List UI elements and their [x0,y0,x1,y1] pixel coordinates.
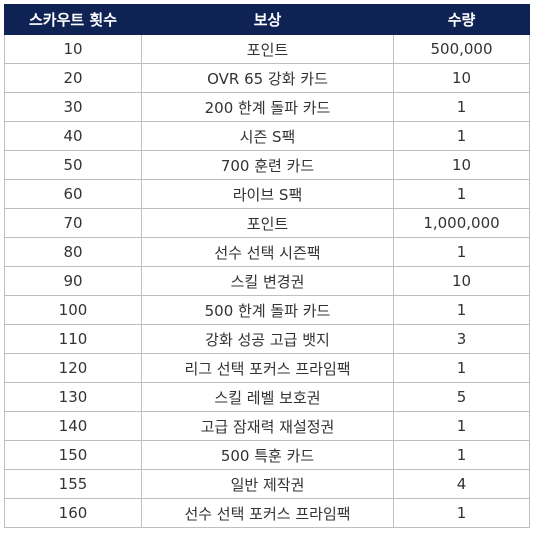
cell-reward: 포인트 [141,34,394,64]
cell-reward: 500 특훈 카드 [141,440,394,470]
table-row: 120 리그 선택 포커스 프라임팩 1 [4,353,530,383]
cell-scout-count: 80 [4,237,142,267]
table-header-row: 스카우트 횟수 보상 수량 [4,4,530,35]
cell-quantity: 1 [393,237,530,267]
reward-table-container: 스카우트 횟수 보상 수량 10 포인트 500,000 20 OVR 65 강화 카드… [4,4,530,528]
cell-reward: OVR 65 강화 카드 [141,63,394,93]
cell-scout-count: 160 [4,498,142,528]
cell-reward: 고급 잠재력 재설정권 [141,411,394,441]
cell-reward: 리그 선택 포커스 프라임팩 [141,353,394,383]
table-row: 20 OVR 65 강화 카드 10 [4,63,530,93]
cell-quantity: 1 [393,295,530,325]
table-row: 155 일반 제작권 4 [4,469,530,499]
cell-quantity: 1 [393,498,530,528]
table-row: 100 500 한계 돌파 카드 1 [4,295,530,325]
cell-scout-count: 90 [4,266,142,296]
scout-reward-table: 스카우트 횟수 보상 수량 10 포인트 500,000 20 OVR 65 강화 카드… [4,4,530,528]
cell-scout-count: 20 [4,63,142,93]
cell-scout-count: 130 [4,382,142,412]
cell-quantity: 1 [393,92,530,122]
table-row: 110 강화 성공 고급 뱃지 3 [4,324,530,354]
cell-reward: 강화 성공 고급 뱃지 [141,324,394,354]
cell-scout-count: 150 [4,440,142,470]
table-row: 90 스킬 변경권 10 [4,266,530,296]
table-row: 130 스킬 레벨 보호권 5 [4,382,530,412]
cell-quantity: 1 [393,179,530,209]
table-row: 150 500 특훈 카드 1 [4,440,530,470]
cell-quantity: 1 [393,353,530,383]
cell-quantity: 1 [393,440,530,470]
cell-reward: 스킬 레벨 보호권 [141,382,394,412]
cell-reward: 스킬 변경권 [141,266,394,296]
cell-quantity: 1 [393,121,530,151]
table-row: 50 700 훈련 카드 10 [4,150,530,180]
table-row: 40 시즌 S팩 1 [4,121,530,151]
cell-reward: 시즌 S팩 [141,121,394,151]
cell-reward: 700 훈련 카드 [141,150,394,180]
cell-scout-count: 110 [4,324,142,354]
header-quantity: 수량 [393,4,530,35]
cell-scout-count: 120 [4,353,142,383]
cell-reward: 200 한계 돌파 카드 [141,92,394,122]
cell-scout-count: 70 [4,208,142,238]
cell-reward: 포인트 [141,208,394,238]
cell-quantity: 10 [393,63,530,93]
table-row: 70 포인트 1,000,000 [4,208,530,238]
cell-scout-count: 30 [4,92,142,122]
table-row: 80 선수 선택 시즌팩 1 [4,237,530,267]
header-reward: 보상 [141,4,394,35]
cell-scout-count: 60 [4,179,142,209]
cell-quantity: 1,000,000 [393,208,530,238]
cell-scout-count: 50 [4,150,142,180]
table-row: 10 포인트 500,000 [4,34,530,64]
header-scout-count: 스카우트 횟수 [4,4,142,35]
cell-scout-count: 140 [4,411,142,441]
cell-scout-count: 155 [4,469,142,499]
cell-quantity: 500,000 [393,34,530,64]
cell-reward: 선수 선택 포커스 프라임팩 [141,498,394,528]
cell-quantity: 10 [393,150,530,180]
cell-quantity: 10 [393,266,530,296]
cell-scout-count: 100 [4,295,142,325]
cell-reward: 라이브 S팩 [141,179,394,209]
cell-quantity: 3 [393,324,530,354]
cell-quantity: 4 [393,469,530,499]
cell-reward: 선수 선택 시즌팩 [141,237,394,267]
cell-reward: 일반 제작권 [141,469,394,499]
table-row: 160 선수 선택 포커스 프라임팩 1 [4,498,530,528]
cell-quantity: 5 [393,382,530,412]
cell-scout-count: 40 [4,121,142,151]
cell-quantity: 1 [393,411,530,441]
table-row: 140 고급 잠재력 재설정권 1 [4,411,530,441]
cell-reward: 500 한계 돌파 카드 [141,295,394,325]
table-row: 30 200 한계 돌파 카드 1 [4,92,530,122]
cell-scout-count: 10 [4,34,142,64]
table-row: 60 라이브 S팩 1 [4,179,530,209]
